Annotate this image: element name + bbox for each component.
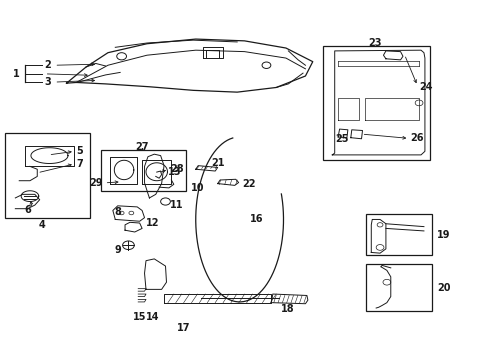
Text: 1: 1 bbox=[13, 69, 20, 79]
Text: 10: 10 bbox=[190, 183, 204, 193]
Text: 28: 28 bbox=[170, 164, 183, 174]
Text: 12: 12 bbox=[145, 218, 159, 228]
Text: 5: 5 bbox=[76, 146, 83, 156]
Text: 6: 6 bbox=[24, 206, 31, 216]
Bar bbox=[366, 264, 431, 311]
Text: 17: 17 bbox=[177, 323, 190, 333]
Text: 23: 23 bbox=[367, 38, 381, 48]
Text: 25: 25 bbox=[335, 135, 348, 144]
Text: 4: 4 bbox=[39, 220, 45, 230]
Text: 2: 2 bbox=[44, 60, 51, 70]
Text: 29: 29 bbox=[89, 178, 103, 188]
Text: 18: 18 bbox=[281, 304, 294, 314]
Text: 7: 7 bbox=[76, 159, 83, 169]
Text: 8: 8 bbox=[115, 207, 122, 217]
Text: 11: 11 bbox=[169, 200, 183, 210]
Text: 16: 16 bbox=[250, 215, 264, 224]
Text: 20: 20 bbox=[436, 283, 449, 293]
Bar bbox=[366, 214, 431, 255]
Text: 15: 15 bbox=[133, 312, 146, 322]
Text: 3: 3 bbox=[44, 77, 51, 87]
Bar bbox=[101, 149, 185, 191]
Text: 22: 22 bbox=[242, 179, 256, 189]
Text: 24: 24 bbox=[418, 82, 432, 92]
Text: 26: 26 bbox=[409, 134, 423, 143]
Text: 9: 9 bbox=[115, 245, 122, 255]
Text: 27: 27 bbox=[135, 142, 148, 152]
Bar bbox=[4, 134, 90, 218]
Text: 14: 14 bbox=[146, 312, 159, 322]
Text: 19: 19 bbox=[436, 230, 449, 239]
Text: 13: 13 bbox=[167, 167, 181, 177]
Bar bbox=[322, 45, 429, 160]
Text: 21: 21 bbox=[211, 158, 224, 168]
